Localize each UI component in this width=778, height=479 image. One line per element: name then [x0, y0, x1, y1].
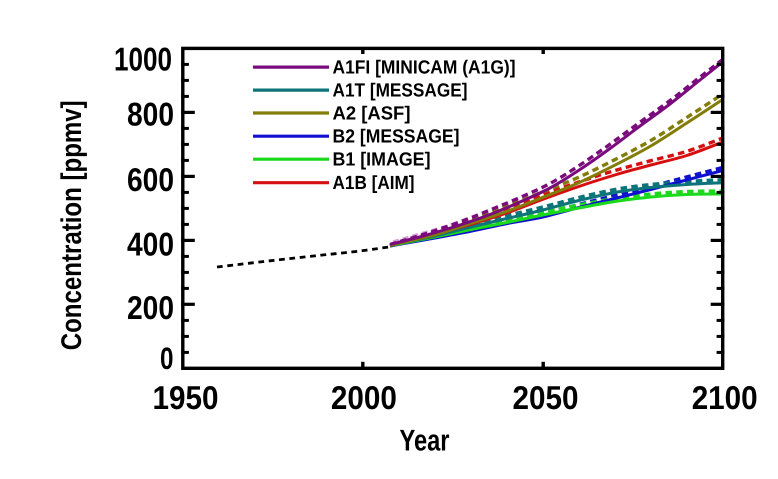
svg-text:B2 [MESSAGE]: B2 [MESSAGE]	[333, 127, 460, 148]
svg-text:200: 200	[127, 289, 174, 326]
svg-text:A1B [AIM]: A1B [AIM]	[333, 173, 415, 194]
svg-text:A1T [MESSAGE]: A1T [MESSAGE]	[333, 81, 468, 102]
svg-text:600: 600	[127, 161, 174, 198]
svg-text:A1FI [MINICAM (A1G)]: A1FI [MINICAM (A1G)]	[333, 58, 516, 79]
svg-text:400: 400	[127, 226, 174, 263]
svg-text:1000: 1000	[114, 40, 172, 77]
svg-text:Year: Year	[400, 425, 450, 458]
svg-text:0: 0	[160, 341, 174, 376]
svg-text:2000: 2000	[331, 379, 397, 416]
svg-text:800: 800	[127, 96, 174, 133]
svg-text:1950: 1950	[153, 379, 219, 416]
svg-text:Concentration [ppmv]: Concentration [ppmv]	[56, 100, 88, 350]
svg-text:2100: 2100	[692, 379, 758, 416]
svg-text:B1 [IMAGE]: B1 [IMAGE]	[333, 150, 431, 171]
svg-text:2050: 2050	[513, 379, 579, 416]
svg-text:A2 [ASF]: A2 [ASF]	[333, 104, 411, 125]
